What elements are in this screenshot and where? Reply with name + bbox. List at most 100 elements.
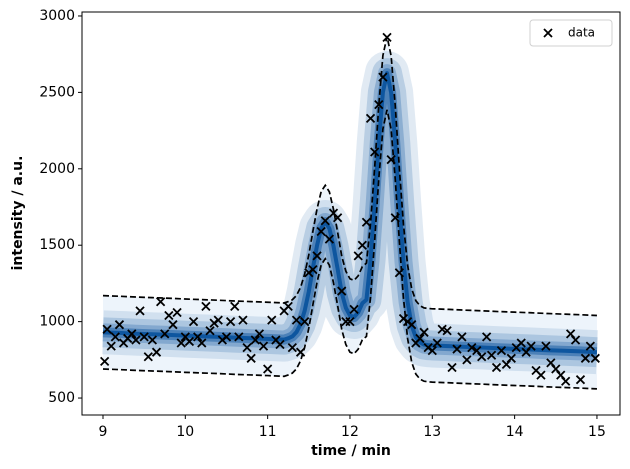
x-tick-label: 10	[176, 424, 194, 440]
legend-label: data	[568, 26, 595, 40]
data-point	[135, 306, 145, 316]
data-point	[147, 335, 158, 345]
data-point	[541, 341, 551, 351]
data-point	[407, 320, 417, 330]
data-point	[481, 332, 492, 342]
x-tick-label: 11	[259, 424, 277, 440]
x-tick-label: 13	[423, 424, 441, 440]
legend-box	[529, 19, 613, 47]
data-point	[320, 216, 330, 226]
y-tick-label: 2500	[39, 84, 75, 100]
data-point	[590, 353, 600, 363]
x-tick-label: 12	[341, 424, 359, 440]
data-point	[246, 353, 256, 363]
x-tick-label: 9	[99, 424, 108, 440]
data-point	[131, 335, 141, 345]
data-point	[432, 338, 442, 348]
data-point	[176, 338, 186, 348]
data-point	[106, 341, 116, 351]
data-point	[295, 347, 306, 357]
data-point	[143, 352, 153, 362]
data-point	[332, 213, 343, 223]
data-point	[357, 240, 367, 250]
data-point	[201, 301, 211, 311]
data-point	[415, 333, 425, 344]
data-point	[127, 329, 137, 339]
data-point	[378, 72, 388, 82]
data-point	[172, 307, 182, 318]
data-point	[536, 370, 546, 380]
data-point	[353, 251, 363, 261]
data-point	[308, 265, 318, 275]
data-point	[291, 315, 302, 325]
data-point	[160, 329, 170, 339]
y-tick-label: 2000	[39, 161, 75, 177]
data-point	[188, 316, 199, 327]
legend-marker	[543, 28, 553, 38]
data-point	[374, 99, 384, 110]
data-point	[234, 332, 244, 342]
y-tick-label: 500	[48, 390, 75, 406]
data-point	[193, 332, 203, 342]
data-point	[238, 315, 248, 325]
data-point	[526, 341, 536, 351]
data-point	[486, 350, 497, 360]
data-point	[337, 286, 347, 296]
data-point	[452, 344, 462, 354]
data-point	[370, 147, 380, 157]
data-point	[447, 362, 457, 373]
data-point	[230, 301, 240, 311]
data-point	[324, 234, 335, 244]
data-point	[151, 347, 162, 357]
data-point	[427, 346, 437, 356]
data-point	[345, 316, 355, 327]
credible-band	[102, 36, 597, 389]
data-point	[184, 336, 195, 347]
data-point	[197, 338, 207, 348]
data-point	[312, 251, 322, 261]
data-point	[491, 362, 502, 373]
data-point	[394, 268, 405, 278]
data-point	[263, 364, 273, 374]
data-point	[462, 355, 472, 365]
data-point	[506, 353, 516, 363]
bound-line	[102, 36, 597, 317]
y-axis-title: intensity / a.u.	[10, 156, 26, 271]
y-tick-label: 1000	[39, 314, 75, 330]
data-point	[139, 332, 149, 342]
x-axis-title: time / min	[311, 443, 391, 459]
data-point	[361, 217, 372, 227]
data-point	[100, 356, 110, 366]
data-point	[570, 335, 581, 345]
data-point	[386, 154, 396, 165]
data-point	[561, 376, 571, 386]
data-point	[349, 304, 359, 315]
data-point	[467, 342, 477, 353]
data-point	[390, 213, 400, 223]
data-point	[382, 32, 392, 43]
data-point	[365, 113, 376, 124]
data-point	[316, 226, 326, 237]
data-point	[225, 316, 236, 327]
data-point	[516, 338, 526, 348]
data-point	[496, 346, 507, 356]
data-point	[168, 320, 178, 330]
data-point	[300, 316, 310, 327]
data-point	[164, 310, 174, 321]
data-point	[110, 332, 120, 342]
y-tick-label: 3000	[39, 8, 75, 24]
data-point	[205, 326, 215, 336]
data-point	[585, 341, 595, 351]
data-point	[275, 339, 285, 350]
data-point	[457, 332, 467, 342]
data-point	[283, 301, 293, 311]
data-point	[102, 324, 112, 334]
data-point	[250, 335, 260, 345]
data-point	[580, 353, 591, 363]
data-point	[287, 342, 297, 353]
data-point	[242, 342, 252, 353]
data-point	[575, 375, 586, 385]
data-point	[213, 315, 223, 325]
